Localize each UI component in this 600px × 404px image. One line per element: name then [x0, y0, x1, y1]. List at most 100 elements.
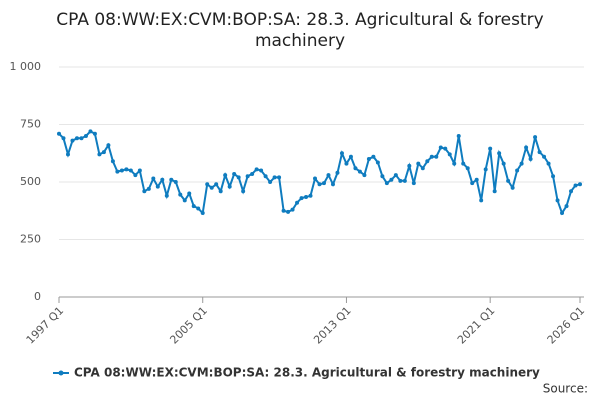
point [61, 136, 66, 141]
x-tick-label: 2005 Q1 [167, 304, 210, 347]
point [272, 175, 277, 180]
point [420, 166, 425, 171]
point [488, 146, 493, 151]
point [88, 129, 93, 134]
point [169, 177, 174, 182]
point [452, 161, 457, 166]
point [295, 200, 300, 205]
point [191, 204, 196, 209]
point [546, 161, 551, 166]
point [241, 189, 246, 194]
point [551, 174, 556, 179]
point [110, 159, 115, 164]
point [371, 154, 376, 159]
point [357, 169, 362, 174]
point [398, 178, 403, 183]
point [133, 173, 138, 178]
point [573, 183, 578, 188]
point [57, 131, 61, 136]
point [200, 211, 205, 216]
point [380, 174, 385, 179]
point [425, 159, 430, 164]
point [290, 207, 295, 212]
y-tick-label: 500 [20, 175, 41, 188]
point [146, 186, 151, 191]
point [384, 181, 389, 186]
point [501, 161, 506, 166]
x-tick-label: 2013 Q1 [311, 304, 354, 347]
point [443, 146, 448, 151]
x-tick-label: 2021 Q1 [455, 304, 498, 347]
point [578, 182, 582, 187]
point [537, 150, 542, 155]
point [335, 170, 340, 175]
point [223, 173, 228, 178]
point [299, 196, 304, 201]
point [339, 151, 344, 156]
series-line [58, 130, 581, 216]
point [474, 177, 479, 182]
point [438, 145, 443, 150]
point [182, 198, 187, 203]
point [286, 209, 291, 214]
point [555, 198, 560, 203]
x-tick-label: 2026 Q1 [545, 304, 588, 347]
point [65, 152, 70, 157]
legend-marker [58, 370, 64, 376]
y-tick-label: 1 000 [10, 60, 42, 73]
source: Source: [543, 382, 588, 396]
point [326, 173, 331, 178]
point [434, 154, 439, 159]
y-tick-label: 250 [20, 233, 41, 246]
point [268, 180, 273, 184]
point [456, 134, 461, 138]
point [411, 181, 416, 186]
point [245, 174, 250, 179]
point [259, 168, 264, 173]
y-tick-label: 0 [34, 290, 41, 303]
point [564, 204, 569, 209]
point [79, 136, 84, 141]
point [254, 167, 259, 172]
point [106, 143, 111, 148]
point [92, 131, 97, 136]
point [263, 174, 268, 179]
point [483, 167, 488, 172]
point [70, 138, 75, 143]
point [151, 176, 156, 181]
point [348, 154, 353, 159]
point [528, 157, 533, 161]
point [389, 177, 394, 182]
point [429, 154, 434, 159]
point [205, 182, 210, 187]
x-tick-label: 1997 Q1 [24, 304, 67, 347]
point [83, 134, 88, 138]
point [308, 193, 313, 198]
point [416, 161, 421, 166]
point [178, 192, 183, 197]
point [124, 167, 129, 172]
point [155, 184, 160, 189]
point [461, 161, 466, 166]
point [236, 175, 241, 180]
point [362, 173, 367, 178]
point [128, 168, 133, 173]
point [313, 176, 318, 181]
point [218, 189, 223, 194]
point [250, 171, 255, 176]
point [227, 184, 232, 189]
point [173, 180, 178, 184]
point [344, 161, 349, 166]
point [330, 182, 335, 187]
point [281, 208, 286, 213]
point [465, 166, 470, 171]
point [470, 181, 475, 186]
point [560, 211, 565, 216]
point [232, 171, 237, 176]
point [519, 161, 524, 166]
point [497, 151, 502, 156]
legend-label: CPA 08:WW:EX:CVM:BOP:SA: 28.3. Agricultu… [74, 366, 540, 380]
point [393, 173, 398, 178]
point [277, 175, 282, 180]
